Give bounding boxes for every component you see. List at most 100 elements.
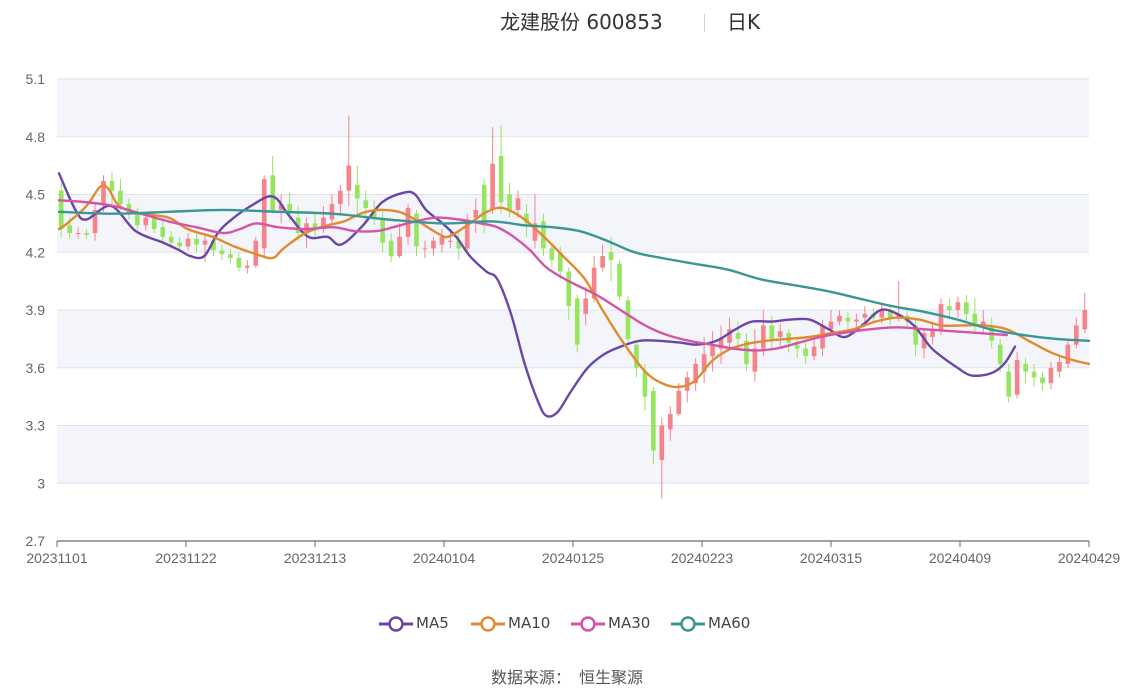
data-source-label: 数据来源： — [490, 668, 571, 687]
candle-body — [431, 240, 436, 249]
candle-body — [228, 254, 233, 259]
y-tick-label: 3 — [37, 475, 45, 491]
y-tick-label: 5.1 — [26, 71, 46, 87]
candle-body — [659, 425, 665, 461]
candle-body — [329, 204, 335, 220]
candle-body — [811, 346, 817, 357]
candle-body — [777, 331, 783, 337]
legend-label-ma5: MA5 — [416, 614, 449, 632]
x-tick-label: 20231122 — [155, 550, 216, 566]
candle-body — [388, 240, 394, 257]
candle-body — [101, 181, 106, 205]
candle-body — [135, 213, 140, 226]
candle-body — [371, 209, 377, 218]
candle-body — [245, 265, 250, 268]
candle-body — [710, 344, 715, 357]
candle-body — [667, 413, 673, 430]
candle-body — [997, 344, 1003, 364]
candle-body — [1006, 371, 1011, 397]
candle-body — [168, 236, 174, 243]
candle-body — [92, 209, 98, 233]
series-line-ma5 — [57, 172, 1017, 418]
candle-body — [794, 344, 800, 349]
candle-body — [363, 200, 369, 208]
candle-body — [549, 248, 555, 260]
legend-ma60-icon — [671, 616, 705, 632]
candle-body — [557, 252, 563, 272]
candle-body — [354, 184, 360, 199]
chart-title: 龙建股份 600853 — [500, 10, 663, 34]
candle-body — [803, 348, 808, 357]
chart-title-row: 龙建股份 600853 日K — [0, 6, 1134, 38]
candle-body — [498, 156, 504, 203]
candle-body — [109, 181, 115, 191]
candle-body — [75, 233, 81, 234]
candle-body — [727, 329, 732, 343]
candle-body — [211, 240, 216, 251]
grid-band — [57, 425, 1089, 484]
candle-body — [524, 213, 529, 224]
candle-body — [1040, 377, 1045, 384]
candle-body — [879, 310, 885, 318]
candle-body — [278, 204, 284, 210]
candle-body — [913, 325, 918, 345]
candle-body — [744, 340, 749, 364]
candle-body — [608, 252, 614, 260]
candle-body — [583, 298, 589, 314]
legend-item-ma60[interactable]: MA60 — [670, 612, 762, 636]
candle-body — [118, 190, 123, 205]
candle-body — [566, 271, 572, 307]
series-line-ma30 — [57, 199, 1008, 352]
candle-body — [574, 298, 580, 345]
candle-body — [414, 213, 419, 247]
candle-body — [921, 333, 927, 349]
candle-body — [591, 267, 597, 299]
candle-body — [1014, 360, 1020, 395]
x-tick-label: 20240409 — [929, 550, 992, 566]
candle-body — [1074, 325, 1079, 345]
legend-item-ma10[interactable]: MA10 — [470, 612, 562, 636]
candle-body — [143, 217, 149, 226]
legend-ma10-icon — [471, 616, 505, 632]
legend-ma30-icon — [571, 616, 605, 632]
candle-body — [261, 179, 267, 249]
x-tick-label: 20240315 — [800, 550, 863, 566]
kline-chart[interactable]: 2.7 3 3.3 3.6 3.9 4.2 4.5 4.8 5.1 20231101 2023112… — [0, 0, 1134, 600]
candle-body — [1082, 310, 1088, 330]
legend-label-ma60: MA60 — [708, 614, 751, 632]
candle-body — [194, 238, 199, 245]
x-tick-label: 20240223 — [671, 550, 734, 566]
candle-body — [845, 317, 851, 322]
candle-body — [507, 194, 512, 210]
candle-body — [481, 184, 487, 226]
legend-label-ma10: MA10 — [508, 614, 551, 632]
candle-body — [617, 263, 622, 297]
candle-body — [1023, 363, 1028, 372]
candle-body — [1031, 371, 1037, 378]
series-line-ma10 — [57, 184, 1091, 389]
candle-body — [464, 219, 470, 249]
candle-body — [1057, 361, 1062, 372]
candle-body — [177, 242, 182, 247]
candle-body — [270, 175, 276, 210]
candle-body — [160, 227, 166, 237]
candle-body — [219, 250, 225, 255]
legend-label-ma30: MA30 — [608, 614, 651, 632]
x-tick-label: 20240104 — [413, 550, 476, 566]
candle-body — [625, 300, 631, 339]
candle-body — [532, 223, 538, 241]
legend-item-ma5[interactable]: MA5 — [378, 612, 462, 636]
candle-body — [422, 248, 428, 250]
x-tick-label: 20240429 — [1058, 550, 1121, 566]
x-tick-label: 20240125 — [542, 550, 605, 566]
x-tick-label: 20231101 — [26, 550, 87, 566]
candle-body — [964, 302, 969, 314]
candle-body — [947, 306, 952, 310]
candle-body — [634, 344, 639, 368]
y-tick-label: 3.9 — [26, 302, 46, 318]
chart-period: 日K — [727, 10, 761, 34]
grid-band — [57, 194, 1089, 253]
candle-body — [862, 313, 868, 318]
legend-item-ma30[interactable]: MA30 — [570, 612, 662, 636]
y-tick-label: 4.8 — [26, 129, 46, 145]
